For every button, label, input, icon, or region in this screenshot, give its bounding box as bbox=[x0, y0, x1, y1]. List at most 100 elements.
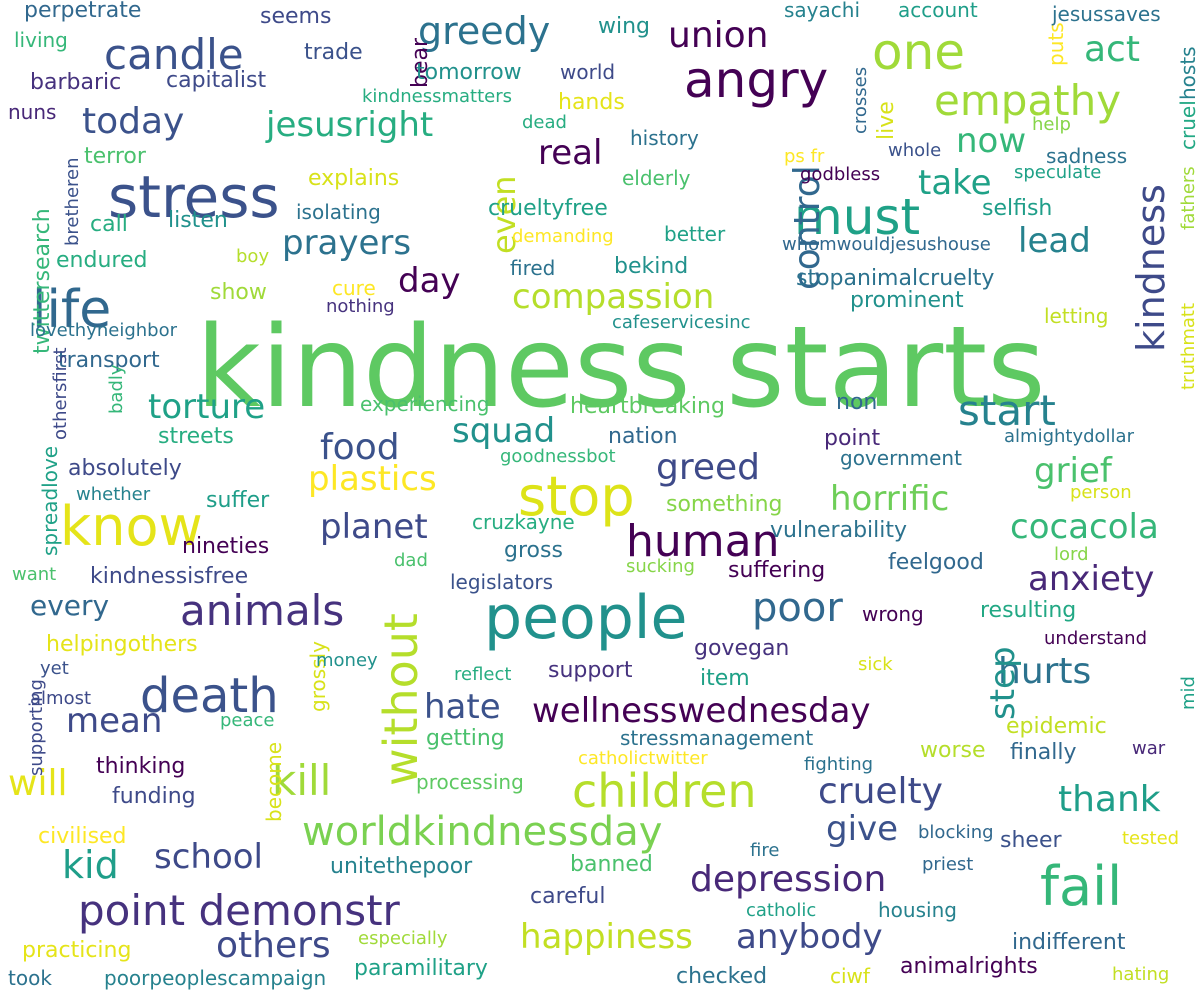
word-suffering: suffering bbox=[728, 558, 826, 583]
word-help: help bbox=[1032, 114, 1071, 135]
word-kid: kid bbox=[62, 843, 119, 887]
word-today: today bbox=[82, 101, 185, 142]
word-sheer: sheer bbox=[1000, 828, 1062, 853]
word-kindnessisfree: kindnessisfree bbox=[90, 564, 249, 589]
word-speculate: speculate bbox=[1014, 162, 1102, 183]
word-squad: squad bbox=[452, 411, 556, 451]
word-selfish: selfish bbox=[982, 196, 1053, 221]
word-priest: priest bbox=[922, 854, 974, 875]
word-suffer: suffer bbox=[206, 488, 270, 513]
word-almightydollar: almightydollar bbox=[1004, 426, 1134, 447]
word-hurts: hurts bbox=[998, 651, 1092, 692]
word-puts: puts bbox=[1044, 22, 1068, 66]
word-compassion: compassion bbox=[512, 277, 715, 317]
word-children: children bbox=[572, 764, 757, 818]
word-barbaric: barbaric bbox=[30, 70, 122, 95]
word-history: history bbox=[630, 126, 699, 150]
word-civilised: civilised bbox=[38, 824, 127, 849]
word-kindnessmatters: kindnessmatters bbox=[362, 86, 513, 107]
word-elderly: elderly bbox=[622, 166, 691, 190]
word-absolutely: absolutely bbox=[68, 456, 182, 481]
word-now: now bbox=[956, 121, 1027, 161]
word-careful: careful bbox=[530, 884, 606, 909]
word-crosses: crosses bbox=[850, 66, 871, 134]
word-stress: stress bbox=[108, 163, 280, 231]
word-perpetrate: perpetrate bbox=[24, 0, 142, 23]
word-war: war bbox=[1132, 738, 1166, 759]
word-will: will bbox=[8, 763, 68, 804]
word-show: show bbox=[210, 280, 267, 305]
word-letting: letting bbox=[1044, 304, 1109, 328]
word-seems: seems bbox=[260, 4, 332, 29]
word-lead: lead bbox=[1018, 221, 1091, 261]
word-anybody: anybody bbox=[736, 917, 883, 957]
word-ps-fr: ps fr bbox=[784, 146, 825, 167]
word-thank: thank bbox=[1058, 779, 1161, 820]
word-peace: peace bbox=[220, 710, 275, 731]
word-empathy: empathy bbox=[934, 76, 1122, 125]
word-tested: tested bbox=[1122, 828, 1180, 849]
word-checked: checked bbox=[676, 964, 768, 989]
word-greed: greed bbox=[656, 447, 761, 488]
word-anxiety: anxiety bbox=[1028, 559, 1155, 599]
word-death: death bbox=[140, 668, 279, 724]
word-boy: boy bbox=[236, 246, 270, 267]
word-cafeservicesinc: cafeservicesinc bbox=[612, 312, 751, 333]
word-living: living bbox=[14, 28, 68, 52]
word-badly: badly bbox=[106, 364, 127, 414]
word-better: better bbox=[664, 222, 726, 246]
word-lord: lord bbox=[1054, 544, 1089, 565]
word-whomwouldjesushouse: whomwouldjesushouse bbox=[782, 234, 991, 255]
word-stopanimalcruelty: stopanimalcruelty bbox=[796, 266, 995, 291]
word-people: people bbox=[484, 583, 688, 653]
word-live: live bbox=[874, 101, 899, 140]
word-wing: wing bbox=[598, 14, 651, 39]
word-fired: fired bbox=[510, 256, 556, 280]
word-point: point bbox=[824, 426, 881, 451]
word-point-demonstr: point demonstr bbox=[78, 886, 400, 935]
word-banned: banned bbox=[570, 852, 653, 877]
word-hate: hate bbox=[424, 687, 501, 727]
word-feelgood: feelgood bbox=[888, 550, 984, 575]
word-resulting: resulting bbox=[980, 598, 1077, 623]
word-without: without bbox=[374, 613, 428, 786]
word-stop: stop bbox=[518, 465, 635, 528]
word-cruel: cruel bbox=[1176, 100, 1200, 150]
word-tomorrow: tomorrow bbox=[416, 60, 522, 85]
word-nuns: nuns bbox=[8, 100, 57, 124]
word-demanding: demanding bbox=[512, 226, 614, 247]
word-item: item bbox=[700, 666, 750, 691]
word-ciwf: ciwf bbox=[830, 964, 870, 988]
word-day: day bbox=[398, 261, 461, 301]
word-planet: planet bbox=[320, 507, 428, 547]
word-sucking: sucking bbox=[626, 556, 695, 577]
word-vulnerability: vulnerability bbox=[770, 518, 908, 543]
word-know: know bbox=[60, 495, 203, 558]
word-life: life bbox=[32, 280, 112, 340]
word-spreadlove: spreadlove bbox=[38, 445, 62, 556]
word-union: union bbox=[668, 15, 769, 56]
word-cocacola: cocacola bbox=[1010, 507, 1159, 547]
word-unitethepoor: unitethepoor bbox=[330, 854, 473, 879]
word-cruelty: cruelty bbox=[818, 771, 943, 812]
word-nineties: nineties bbox=[182, 534, 270, 559]
word-account: account bbox=[898, 0, 978, 22]
word-bekind: bekind bbox=[614, 254, 689, 279]
word-fathers: fathers bbox=[1178, 166, 1199, 230]
word-animals: animals bbox=[180, 586, 345, 635]
word-hosts: hosts bbox=[1176, 46, 1200, 100]
word-worldkindnessday: worldkindnessday bbox=[302, 809, 663, 855]
word-isolating: isolating bbox=[296, 200, 381, 224]
word-grief: grief bbox=[1034, 451, 1112, 491]
word-sick: sick bbox=[858, 654, 893, 675]
word-endured: endured bbox=[56, 248, 148, 273]
word-whole: whole bbox=[888, 140, 942, 161]
word-transport: transport bbox=[58, 348, 160, 373]
word-prominent: prominent bbox=[850, 288, 964, 313]
word-world: world bbox=[560, 60, 616, 84]
word-legislators: legislators bbox=[450, 570, 554, 594]
word-indifferent: indifferent bbox=[1012, 930, 1126, 955]
word-school: school bbox=[154, 837, 264, 877]
word-dead: dead bbox=[522, 112, 567, 133]
